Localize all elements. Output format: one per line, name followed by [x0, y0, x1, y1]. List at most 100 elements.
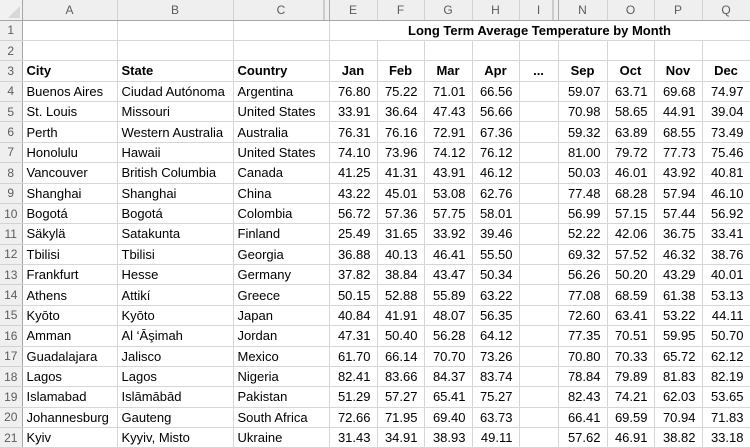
cell-H21[interactable]: 49.11	[472, 427, 520, 448]
cell-B16[interactable]: Al ‘Āşimah	[117, 325, 234, 347]
cell-E16[interactable]: 47.31	[329, 325, 378, 347]
cell-O7[interactable]: 79.72	[607, 142, 655, 164]
cell-O20[interactable]: 69.59	[607, 407, 655, 429]
cell-O10[interactable]: 57.15	[607, 203, 655, 225]
cell-Q5[interactable]: 39.04	[702, 101, 750, 123]
cell-N11[interactable]: 52.22	[558, 223, 608, 245]
row-header-20[interactable]: 20	[0, 407, 23, 429]
cell-A9[interactable]: Shanghai	[22, 183, 118, 204]
cell-P5[interactable]: 44.91	[654, 101, 703, 123]
cell-A2[interactable]	[22, 40, 118, 62]
cell-C4[interactable]: Argentina	[233, 81, 330, 103]
cell-N16[interactable]: 77.35	[558, 325, 608, 347]
cell-F10[interactable]: 57.36	[377, 203, 425, 225]
cell-N6[interactable]: 59.32	[558, 121, 608, 143]
cell-Q4[interactable]: 74.97	[702, 81, 750, 103]
cell-E15[interactable]: 40.84	[329, 305, 378, 327]
cell-I19[interactable]	[519, 386, 559, 408]
cell-E8[interactable]: 41.25	[329, 162, 378, 184]
header-cell-dec[interactable]: Dec	[702, 60, 750, 82]
cell-C1[interactable]	[233, 20, 330, 41]
column-header-B[interactable]: B	[117, 0, 234, 21]
cell-I12[interactable]	[519, 244, 559, 266]
cell-O12[interactable]: 57.52	[607, 244, 655, 266]
column-header-E[interactable]: E	[329, 0, 378, 21]
cell-E19[interactable]: 51.29	[329, 386, 378, 408]
cell-F6[interactable]: 76.16	[377, 121, 425, 143]
cell-N7[interactable]: 81.00	[558, 142, 608, 164]
cell-E14[interactable]: 50.15	[329, 284, 378, 306]
cell-A11[interactable]: Säkylä	[22, 223, 118, 245]
cell-A18[interactable]: Lagos	[22, 366, 118, 388]
cell-B8[interactable]: British Columbia	[117, 162, 234, 184]
header-cell-apr[interactable]: Apr	[472, 60, 520, 82]
cell-B7[interactable]: Hawaii	[117, 142, 234, 164]
cell-G7[interactable]: 74.12	[424, 142, 473, 164]
cell-Q17[interactable]: 62.12	[702, 346, 750, 367]
cell-B2[interactable]	[117, 40, 234, 62]
cell-F7[interactable]: 73.96	[377, 142, 425, 164]
cell-B20[interactable]: Gauteng	[117, 407, 234, 429]
cell-P11[interactable]: 36.75	[654, 223, 703, 245]
cell-Q6[interactable]: 73.49	[702, 121, 750, 143]
cell-P6[interactable]: 68.55	[654, 121, 703, 143]
row-header-7[interactable]: 7	[0, 142, 23, 164]
cell-G13[interactable]: 43.47	[424, 264, 473, 286]
cell-A8[interactable]: Vancouver	[22, 162, 118, 184]
cell-B13[interactable]: Hesse	[117, 264, 234, 286]
cell-B18[interactable]: Lagos	[117, 366, 234, 388]
cell-B11[interactable]: Satakunta	[117, 223, 234, 245]
column-header-N[interactable]: N	[558, 0, 608, 21]
header-cell-sep[interactable]: Sep	[558, 60, 608, 82]
column-header-I[interactable]: I	[519, 0, 559, 21]
row-header-15[interactable]: 15	[0, 305, 23, 327]
cell-O5[interactable]: 58.65	[607, 101, 655, 123]
cell-A6[interactable]: Perth	[22, 121, 118, 143]
cell-I21[interactable]	[519, 427, 559, 448]
cell-A4[interactable]: Buenos Aires	[22, 81, 118, 103]
cell-P17[interactable]: 65.72	[654, 346, 703, 367]
cell-N21[interactable]: 57.62	[558, 427, 608, 448]
cell-Q19[interactable]: 53.65	[702, 386, 750, 408]
sheet-title-cell[interactable]: Long Term Average Temperature by Month	[329, 20, 750, 41]
header-cell-ellipsis[interactable]: ...	[519, 60, 559, 82]
cell-Q12[interactable]: 38.76	[702, 244, 750, 266]
row-header-12[interactable]: 12	[0, 244, 23, 266]
cell-G6[interactable]: 72.91	[424, 121, 473, 143]
cell-I13[interactable]	[519, 264, 559, 286]
cell-Q9[interactable]: 46.10	[702, 183, 750, 204]
cell-A12[interactable]: Tbilisi	[22, 244, 118, 266]
cell-B4[interactable]: Ciudad Autónoma	[117, 81, 234, 103]
row-header-2[interactable]: 2	[0, 40, 23, 62]
cell-O11[interactable]: 42.06	[607, 223, 655, 245]
cell-A5[interactable]: St. Louis	[22, 101, 118, 123]
cell-B5[interactable]: Missouri	[117, 101, 234, 123]
cell-C17[interactable]: Mexico	[233, 346, 330, 367]
cell-H7[interactable]: 76.12	[472, 142, 520, 164]
cell-Q21[interactable]: 33.18	[702, 427, 750, 448]
cell-N10[interactable]: 56.99	[558, 203, 608, 225]
cell-E13[interactable]: 37.82	[329, 264, 378, 286]
cell-P16[interactable]: 59.95	[654, 325, 703, 347]
cell-P10[interactable]: 57.44	[654, 203, 703, 225]
cell-G19[interactable]: 65.41	[424, 386, 473, 408]
cell-Q16[interactable]: 50.70	[702, 325, 750, 347]
cell-P14[interactable]: 61.38	[654, 284, 703, 306]
cell-G11[interactable]: 33.92	[424, 223, 473, 245]
cell-A1[interactable]	[22, 20, 118, 41]
cell-Q7[interactable]: 75.46	[702, 142, 750, 164]
cell-O14[interactable]: 68.59	[607, 284, 655, 306]
cell-H4[interactable]: 66.56	[472, 81, 520, 103]
cell-F14[interactable]: 52.88	[377, 284, 425, 306]
row-header-1[interactable]: 1	[0, 20, 23, 41]
cell-I17[interactable]	[519, 346, 559, 367]
cell-H18[interactable]: 83.74	[472, 366, 520, 388]
cell-O16[interactable]: 70.51	[607, 325, 655, 347]
cell-P2[interactable]	[654, 40, 703, 62]
cell-F8[interactable]: 41.31	[377, 162, 425, 184]
cell-N12[interactable]: 69.32	[558, 244, 608, 266]
cell-A15[interactable]: Kyōto	[22, 305, 118, 327]
cell-C2[interactable]	[233, 40, 330, 62]
cell-G2[interactable]	[424, 40, 473, 62]
cell-P8[interactable]: 43.92	[654, 162, 703, 184]
